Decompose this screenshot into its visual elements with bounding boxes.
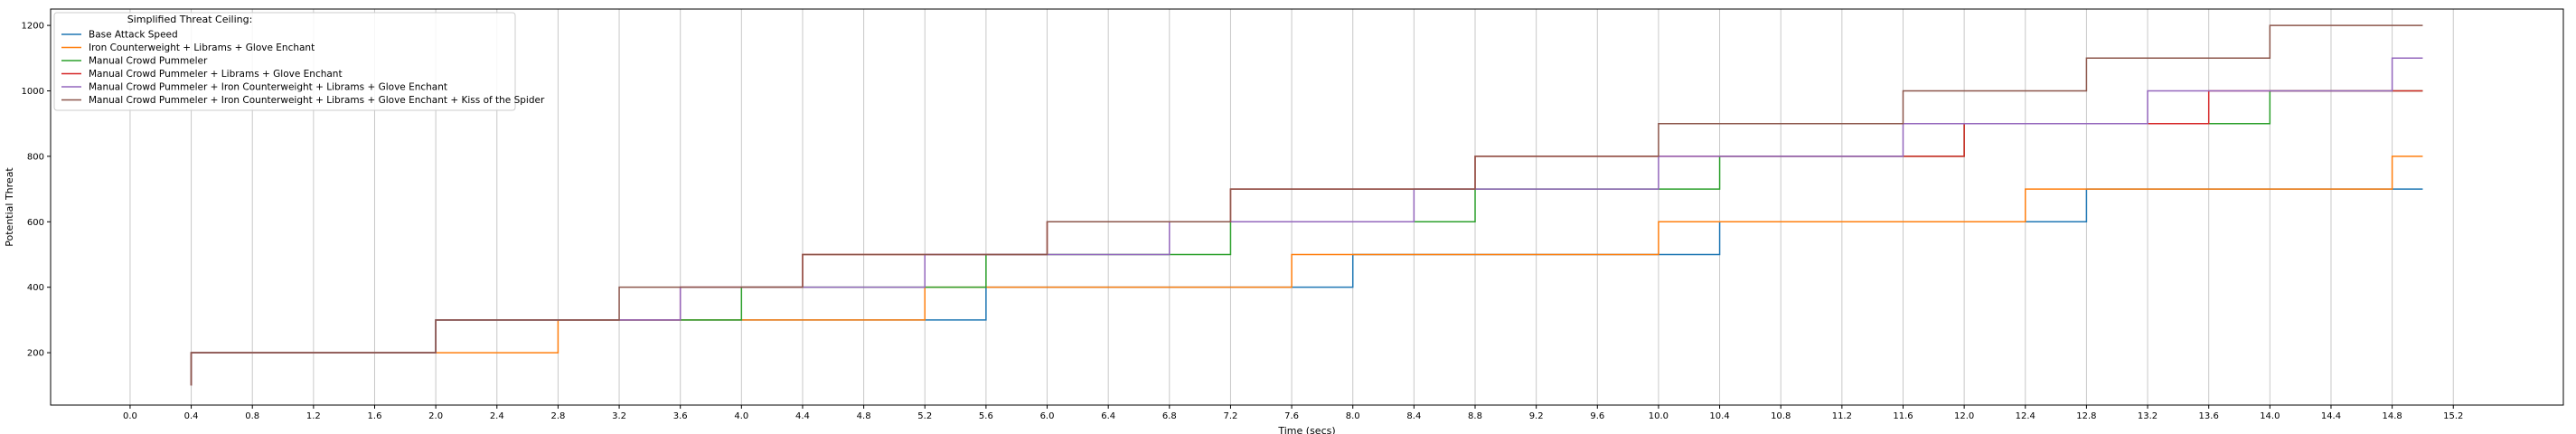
x-tick-label: 12.4	[2016, 411, 2035, 421]
x-tick-label: 12.8	[2076, 411, 2096, 421]
legend-entry-label: Iron Counterweight + Librams + Glove Enc…	[89, 42, 315, 53]
x-tick-label: 0.4	[184, 411, 199, 421]
x-tick-label: 14.8	[2382, 411, 2402, 421]
legend-entry-label: Base Attack Speed	[89, 30, 178, 41]
x-tick-label: 1.2	[306, 411, 321, 421]
x-tick-label: 8.4	[1406, 411, 1421, 421]
legend: Simplified Threat Ceiling: Base Attack S…	[53, 12, 545, 111]
x-tick-label: 3.6	[673, 411, 688, 421]
x-tick-label: 2.4	[490, 411, 504, 421]
y-tick-label: 400	[27, 283, 44, 293]
x-tick-label: 6.8	[1162, 411, 1177, 421]
y-axis-ticks: 200 400 600 800 1000 1200	[22, 22, 51, 359]
series-lines	[190, 24, 2423, 386]
x-tick-label: 7.2	[1223, 411, 1237, 421]
x-tick-label: 8.8	[1468, 411, 1482, 421]
x-tick-label: 2.8	[550, 411, 565, 421]
x-tick-label: 5.2	[917, 411, 932, 421]
x-tick-label: 4.8	[857, 411, 871, 421]
x-tick-label: 5.6	[979, 411, 993, 421]
x-tick-label: 2.0	[428, 411, 443, 421]
x-tick-label: 13.6	[2199, 411, 2219, 421]
y-tick-label: 1000	[22, 87, 44, 97]
x-tick-label: 14.4	[2321, 411, 2341, 421]
y-tick-label: 800	[27, 152, 44, 162]
x-tick-label: 6.0	[1040, 411, 1055, 421]
x-tick-label: 14.0	[2260, 411, 2280, 421]
legend-title: Simplified Threat Ceiling:	[127, 14, 253, 25]
x-tick-label: 10.4	[1709, 411, 1729, 421]
x-tick-label: 12.0	[1954, 411, 1974, 421]
x-tick-label: 0.0	[123, 411, 137, 421]
series-line-2	[190, 156, 2423, 386]
x-tick-label: 7.6	[1284, 411, 1299, 421]
x-tick-label: 13.2	[2138, 411, 2158, 421]
x-axis-ticks: 0.0 0.4 0.8 1.2 1.6 2.0 2.4 2.8 3.2 3.6 4.0 4.4 4.8 5…	[123, 405, 2463, 421]
y-tick-label: 600	[27, 218, 44, 228]
x-tick-label: 10.8	[1771, 411, 1791, 421]
x-tick-label: 4.4	[795, 411, 810, 421]
x-axis-label: Time (secs)	[1277, 425, 1335, 434]
x-tick-label: 4.0	[734, 411, 748, 421]
legend-box	[53, 12, 516, 111]
x-tick-label: 11.6	[1893, 411, 1913, 421]
x-tick-label: 0.8	[245, 411, 259, 421]
legend-entry-label: Manual Crowd Pummeler + Librams + Glove …	[89, 69, 343, 80]
y-tick-label: 200	[27, 349, 44, 359]
legend-entry-label: Manual Crowd Pummeler + Iron Counterweig…	[89, 95, 545, 106]
series-line-6	[190, 24, 2423, 386]
x-tick-label: 10.0	[1649, 411, 1669, 421]
plot-frame	[50, 8, 2564, 406]
x-tick-label: 11.2	[1832, 411, 1852, 421]
legend-entry-label: Manual Crowd Pummeler	[89, 56, 208, 67]
x-tick-label: 9.6	[1590, 411, 1604, 421]
y-axis-label: Potential Threat	[4, 167, 15, 247]
x-tick-label: 6.4	[1101, 411, 1115, 421]
y-tick-label: 1200	[22, 22, 44, 32]
legend-entry-label: Manual Crowd Pummeler + Iron Counterweig…	[89, 82, 447, 93]
x-tick-label: 3.2	[612, 411, 626, 421]
x-tick-label: 1.6	[368, 411, 382, 421]
x-tick-label: 15.2	[2443, 411, 2463, 421]
x-tick-label: 8.0	[1346, 411, 1360, 421]
x-tick-label: 9.2	[1529, 411, 1544, 421]
